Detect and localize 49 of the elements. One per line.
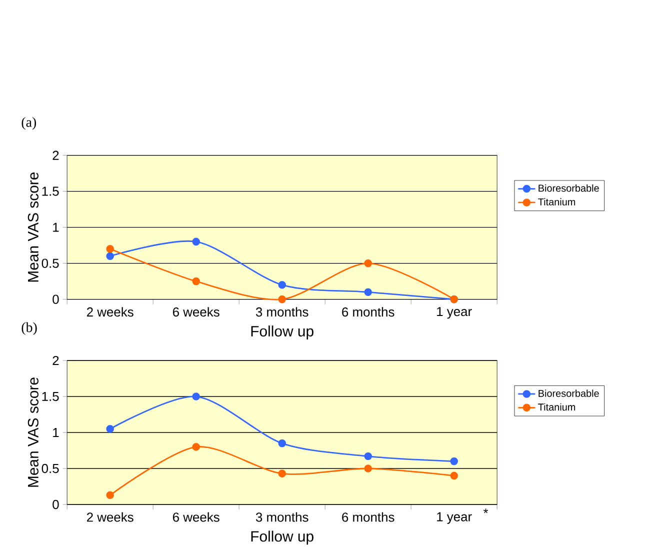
point (278, 439, 286, 448)
point (364, 259, 372, 268)
x-tick-label: 6 weeks (172, 307, 220, 317)
point (278, 295, 286, 304)
legend-label: Bioresorbable (538, 390, 599, 397)
x-tick-label: 3 months (256, 512, 308, 522)
legend-label: Bioresorbable (538, 184, 599, 192)
x-tick-label: 1 year (437, 512, 472, 524)
point (106, 491, 114, 500)
point (106, 245, 114, 253)
point (278, 470, 286, 478)
point (364, 464, 372, 472)
y-tick-label: 2 (52, 150, 59, 160)
x-tick-label: 2 weeks (86, 512, 134, 522)
y-tick-label: 1.5 (42, 186, 59, 196)
y-axis-title: Mean VAS score (28, 378, 38, 487)
y-tick-label: 0 (52, 500, 59, 510)
point (192, 238, 200, 246)
y-tick-label: 1 (53, 222, 59, 232)
y-tick-label: 0.5 (42, 258, 59, 268)
x-tick-label: 2 weeks (86, 307, 134, 317)
point (450, 457, 458, 466)
point (106, 425, 114, 433)
y-tick-label: 2 (52, 356, 59, 366)
legend-label: Titanium (538, 198, 576, 206)
point (364, 288, 372, 296)
point (192, 392, 200, 400)
chart-title: (b) (22, 322, 37, 335)
point (192, 277, 200, 286)
x-tick-label: 6 months (342, 307, 394, 317)
chart-title: (a) (22, 117, 36, 130)
point (106, 252, 114, 260)
x-tick-label: 1 year (437, 307, 472, 319)
y-tick-label: 1 (53, 428, 59, 437)
x-tick-label: 3 months (256, 307, 308, 317)
x-tick-label: 6 weeks (172, 512, 220, 522)
x-axis-title: Follow up (251, 326, 314, 340)
legend-label: Titanium (538, 403, 576, 411)
text: * (483, 508, 488, 514)
y-axis-title: Mean VAS score (28, 172, 38, 282)
x-axis-title: Follow up (251, 530, 314, 545)
point (450, 472, 458, 480)
point (192, 443, 200, 451)
y-tick-label: 0.5 (42, 464, 59, 474)
y-tick-label: 1.5 (42, 392, 59, 402)
y-tick-label: 0 (52, 294, 59, 304)
point (364, 452, 372, 460)
point (278, 281, 286, 289)
x-tick-label: 6 months (342, 512, 394, 522)
